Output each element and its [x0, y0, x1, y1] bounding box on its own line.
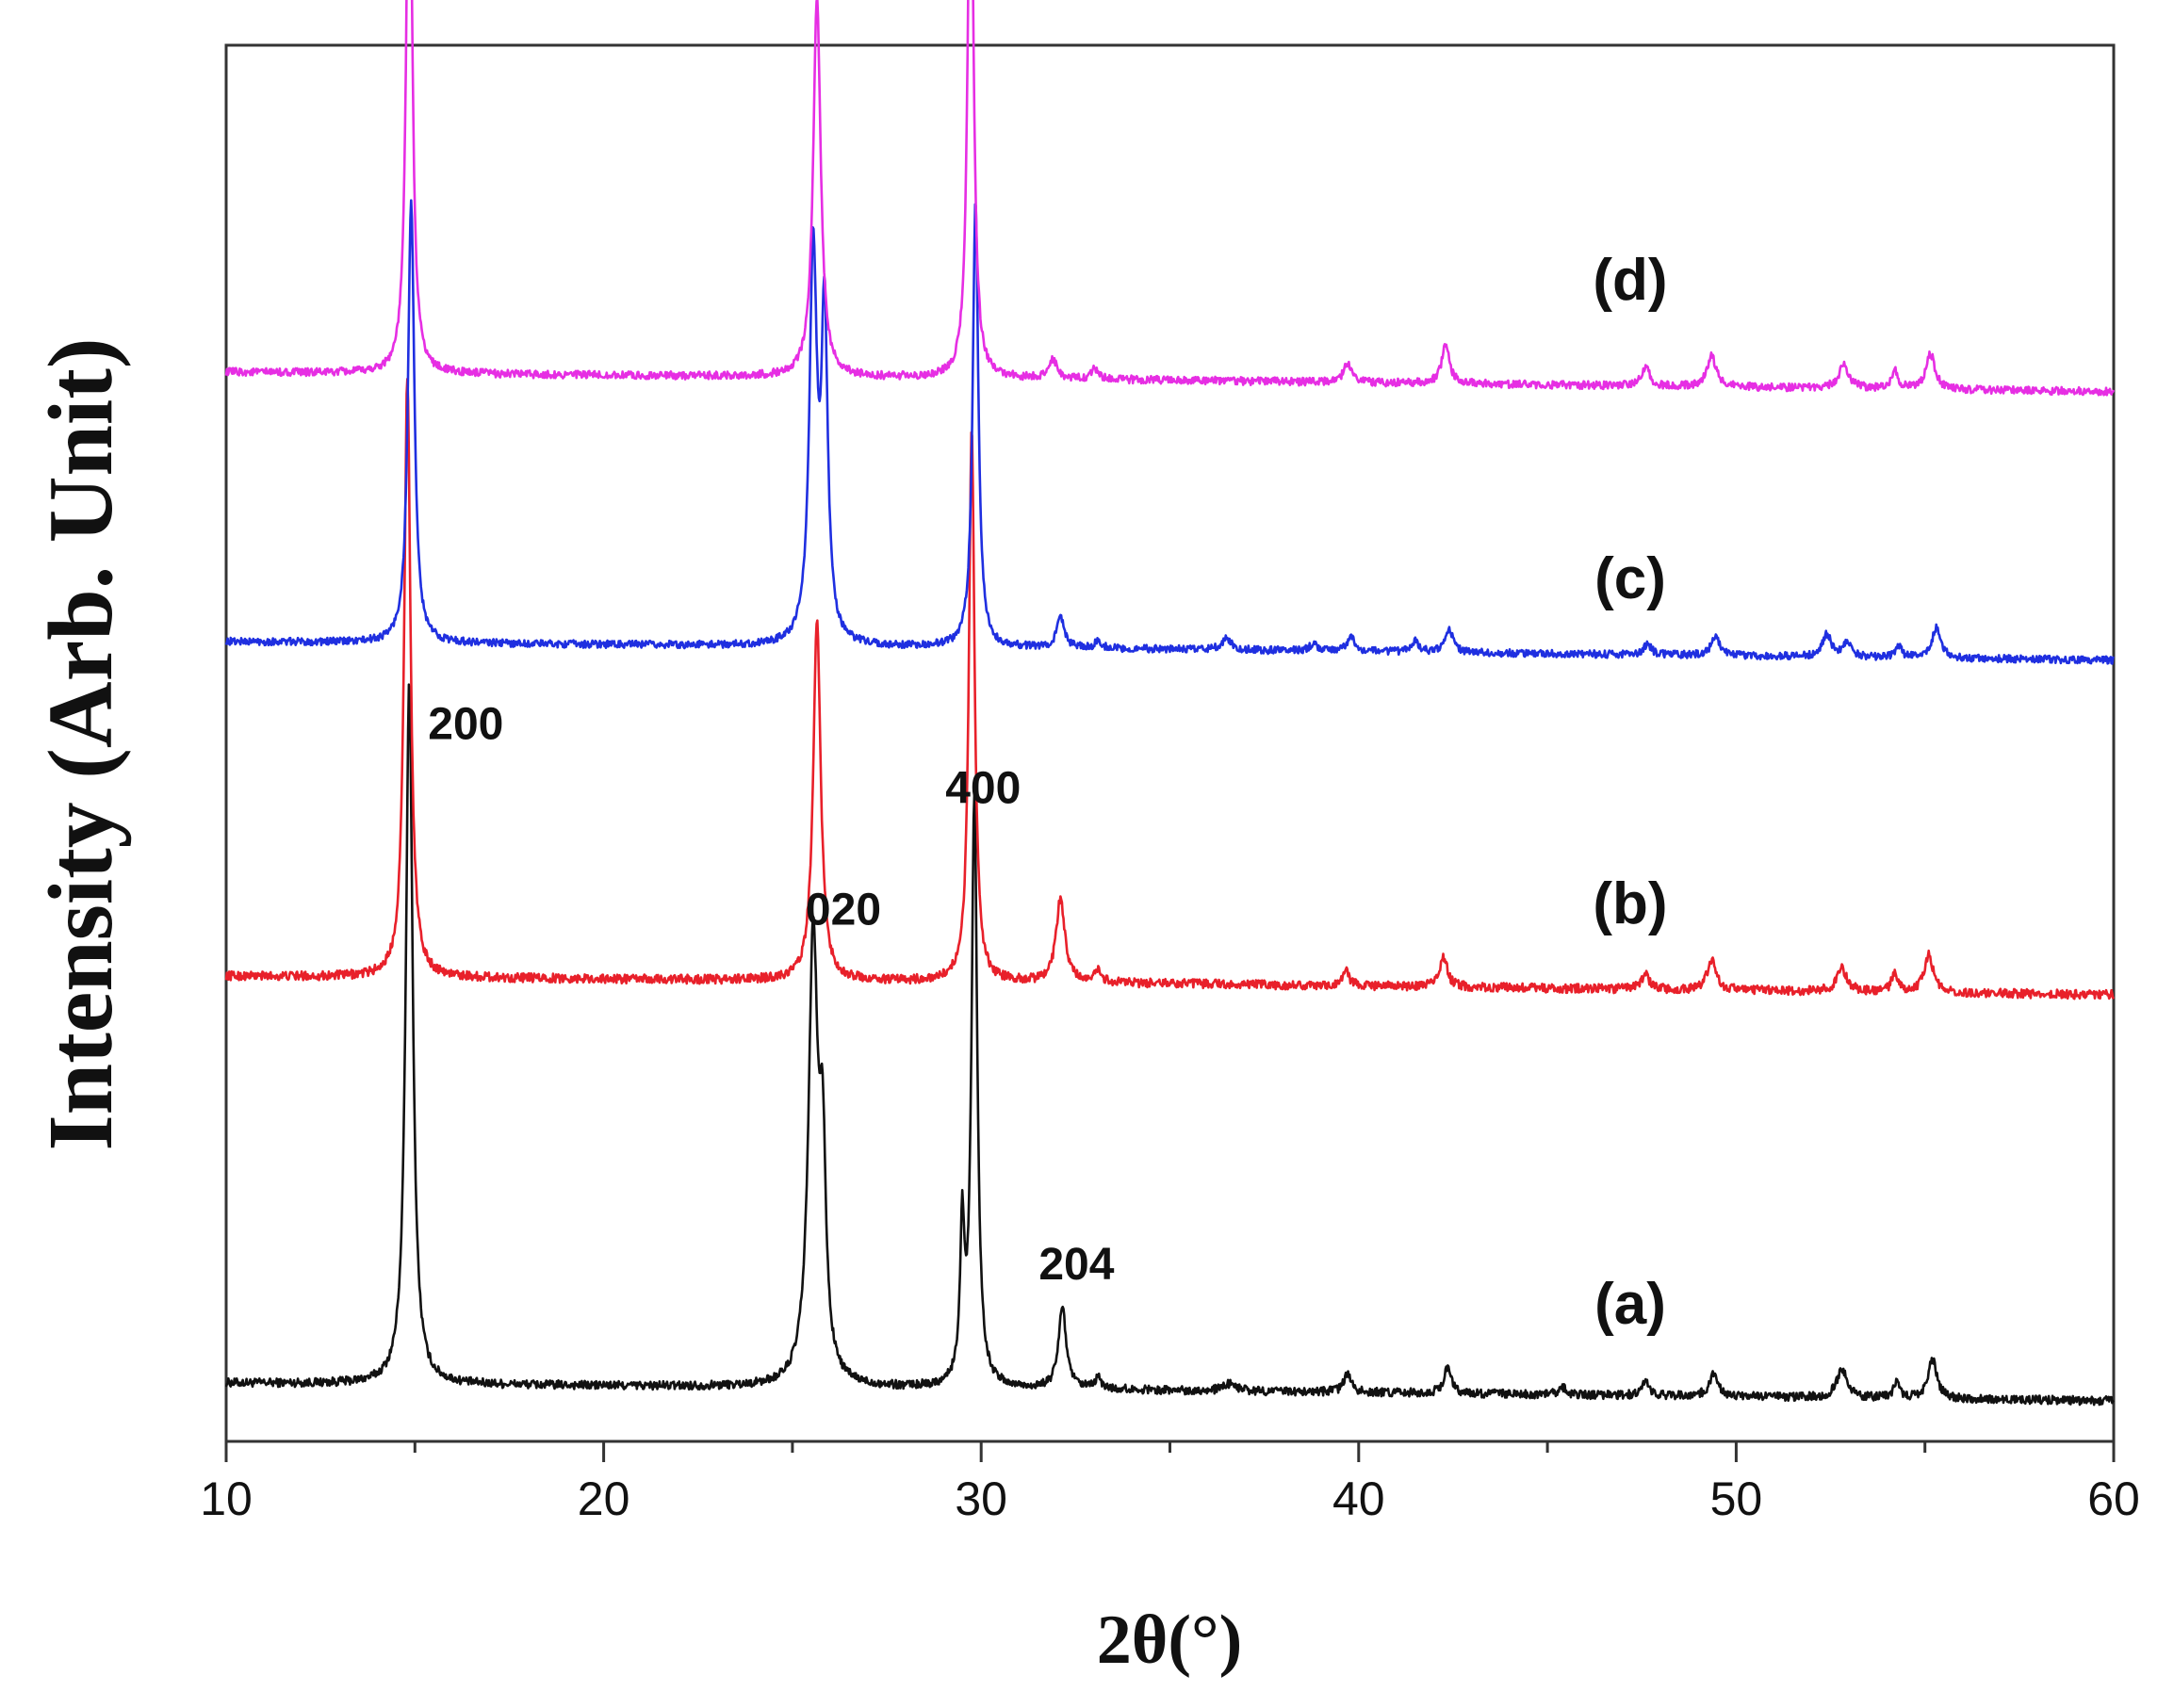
series-label-c: (c) [1594, 546, 1666, 611]
x-tick-label: 50 [1710, 1472, 1763, 1525]
plot-frame [224, 43, 2116, 1443]
peak-label-400: 400 [945, 764, 1021, 814]
series-layer [224, 0, 2116, 1407]
x-axis-tick-labels: 10 20 30 40 50 60 [200, 1472, 2140, 1525]
x-tick-label: 10 [200, 1472, 253, 1525]
y-axis-title: Intensity (Arb. Unit) [30, 338, 132, 1151]
x-tick-label: 40 [1332, 1472, 1385, 1525]
x-tick-label: 20 [578, 1472, 630, 1525]
x-tick-label: 30 [955, 1472, 1007, 1525]
series-label-a: (a) [1594, 1272, 1666, 1337]
x-axis-ticks [224, 1441, 2116, 1462]
series-label-b: (b) [1593, 871, 1667, 936]
peak-label-204: 204 [1038, 1240, 1114, 1290]
peak-label-020: 020 [806, 886, 881, 935]
series-line-c [224, 199, 2116, 665]
series-line-d [224, 0, 2116, 397]
peak-label-200: 200 [428, 700, 503, 750]
series-label-d: (d) [1593, 248, 1667, 313]
label-layer: (a) (b) (c) (d) 200 020 400 204 [428, 248, 1667, 1337]
series-line-a [224, 683, 2115, 1407]
x-axis-title: 2θ(°) [1097, 1602, 1243, 1679]
series-line-b [224, 377, 2116, 1000]
x-tick-label: 60 [2087, 1472, 2140, 1525]
